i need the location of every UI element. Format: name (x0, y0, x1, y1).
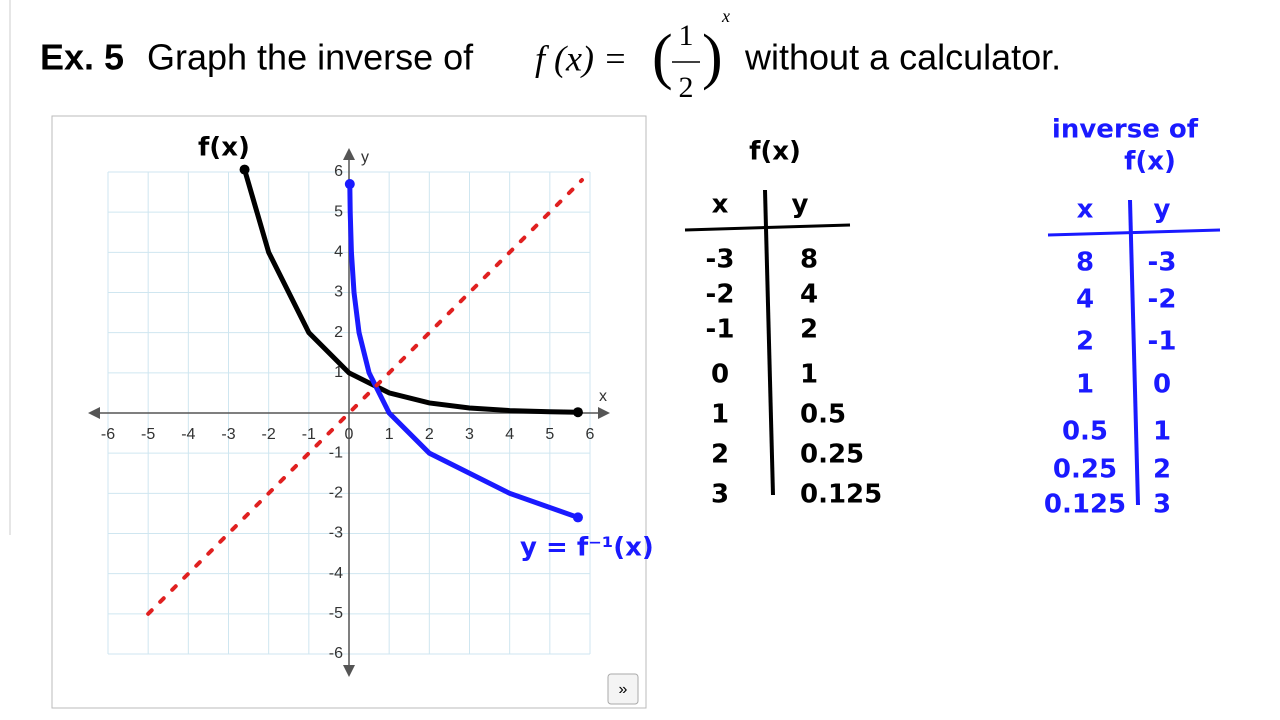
table-cell: 2 (1153, 455, 1171, 485)
y-tick-label: -1 (329, 444, 343, 461)
table-cell: 0 (711, 360, 729, 390)
curve (347, 181, 581, 520)
table-cell: 2 (711, 440, 729, 470)
table-cell: 0.5 (800, 400, 846, 430)
table-cell: 2 (800, 315, 818, 345)
title-text-after: without a calculator. (744, 37, 1061, 78)
table-cell: -2 (706, 280, 735, 310)
table-cell: 3 (711, 480, 729, 510)
table-divider (1128, 199, 1140, 506)
y-tick-label: -4 (329, 565, 343, 582)
arrow-head (239, 164, 250, 175)
numerator: 1 (679, 19, 694, 52)
table-cell: 0.25 (800, 440, 864, 470)
x-tick-label: 3 (465, 426, 474, 443)
denominator: 2 (679, 71, 694, 104)
y-tick-label: 4 (334, 244, 343, 261)
x-tick-label: 5 (545, 426, 554, 443)
y-axis-label: y (361, 149, 369, 166)
function: f (x) = (535, 38, 627, 78)
table-cell: -1 (1148, 327, 1177, 357)
y-tick-label: 1 (334, 364, 343, 381)
table-cell: 0.125 (1044, 490, 1126, 520)
x-tick-label: -1 (302, 426, 316, 443)
table-cell: 1 (1076, 370, 1094, 400)
reference-line (146, 178, 584, 616)
table-header: x (1077, 195, 1094, 225)
curve (242, 167, 581, 415)
y-tick-label: -5 (329, 605, 343, 622)
paren: ) (702, 23, 723, 91)
table-cell: 1 (711, 400, 729, 430)
y-tick-label: 6 (334, 163, 343, 180)
table-cell: 1 (800, 360, 818, 390)
table-cell: -3 (1148, 248, 1177, 278)
arrow-head (572, 512, 583, 523)
table-header: x (712, 190, 729, 220)
table-cell: 8 (800, 245, 818, 275)
table-cell: 4 (1076, 285, 1094, 315)
table-cell: 0.25 (1053, 455, 1117, 485)
exponent: x (721, 6, 730, 26)
paren: ( (652, 23, 673, 91)
x-tick-label: -5 (141, 426, 155, 443)
curve-label: y = f⁻¹(x) (520, 533, 654, 563)
x-tick-label: 4 (505, 426, 514, 443)
table-header: y (1154, 195, 1171, 225)
scroll-button[interactable] (607, 673, 639, 705)
y-tick-label: -2 (329, 485, 343, 502)
tables: f(x) x y -3 8 -2 4 -1 2 0 1 1 0.5 2 0.25 3 0.125 inverse … (684, 115, 1221, 520)
x-axis-label: x (599, 388, 607, 405)
table-cell: -2 (1148, 285, 1177, 315)
y-tick-label: -3 (329, 525, 343, 542)
x-tick-label: 1 (385, 426, 394, 443)
table-cell: 0 (1153, 370, 1171, 400)
table-title: inverse of (1052, 115, 1199, 145)
curve-label: f(x) (198, 133, 250, 163)
y-tick-label: 3 (334, 284, 343, 301)
table-divider (763, 189, 775, 496)
x-tick-label: 2 (425, 426, 434, 443)
plot: f(x) y = f⁻¹(x) (146, 133, 654, 616)
x-tick-label: -6 (101, 426, 115, 443)
table-cell: 1 (1153, 417, 1171, 447)
table-rule (1047, 228, 1221, 237)
y-tick-label: 2 (334, 324, 343, 341)
scroll-icon[interactable]: » (619, 681, 628, 698)
arrow-head (572, 407, 583, 418)
table-cell: -3 (706, 245, 735, 275)
table-cell: 0.125 (800, 480, 882, 510)
title-text: Graph the inverse of (147, 37, 474, 78)
table-title: f(x) (749, 137, 801, 167)
table-cell: 0.5 (1062, 417, 1108, 447)
example-label: Ex. 5 (40, 37, 124, 78)
x-tick-label: -3 (221, 426, 235, 443)
y-tick-label: -6 (329, 645, 343, 662)
table-cell: 3 (1153, 490, 1171, 520)
table-subtitle: f(x) (1124, 147, 1176, 177)
table-cell: -1 (706, 315, 735, 345)
y-tick-label: 5 (334, 203, 343, 220)
x-tick-label: -2 (262, 426, 276, 443)
x-tick-label: 6 (586, 426, 595, 443)
x-tick-label: -4 (181, 426, 195, 443)
table-header: y (792, 190, 809, 220)
table-cell: 2 (1076, 327, 1094, 357)
table-cell: 8 (1076, 248, 1094, 278)
table-cell: 4 (800, 280, 818, 310)
arrow-head (344, 179, 355, 190)
